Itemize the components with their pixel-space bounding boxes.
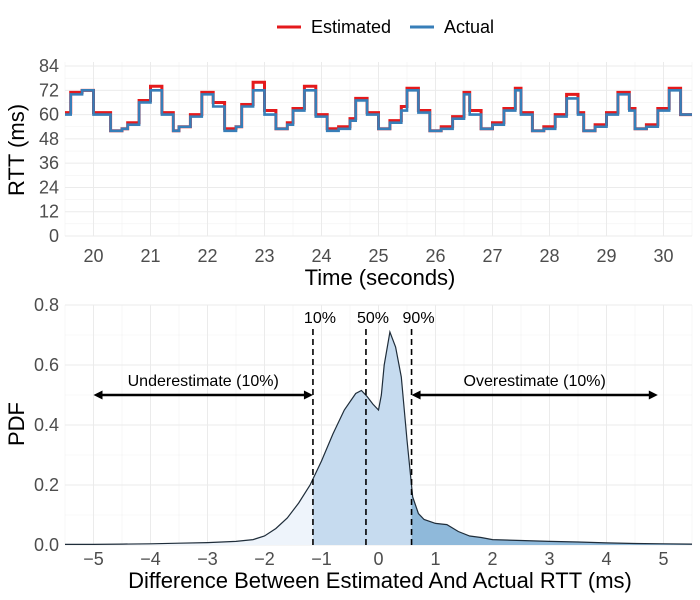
pdf-x-tick-label: −1	[311, 549, 332, 569]
rtt-x-tick-label: 21	[140, 246, 160, 266]
pdf-x-tick-label: −5	[83, 549, 104, 569]
underestimate-annotation-label: Underestimate (10%)	[128, 373, 279, 390]
pdf-x-tick-label: 0	[373, 549, 383, 569]
pdf-y-tick-label: 0.2	[34, 475, 59, 495]
series-actual-line	[65, 89, 692, 133]
pdf-chart-y-title: PDF	[4, 402, 29, 446]
pdf-chart-x-ticks: −5 −4 −3 −2 −1 0 1 2 3 4 5	[83, 549, 668, 569]
legend-actual-label: Actual	[444, 17, 494, 37]
rtt-x-tick-label: 29	[596, 246, 616, 266]
rtt-x-tick-label: 23	[254, 246, 274, 266]
rtt-chart-gridlines	[64, 62, 693, 237]
rtt-y-tick-label: 36	[39, 153, 59, 173]
overestimate-arrow-head-right	[648, 390, 658, 400]
rtt-x-tick-label: 30	[653, 246, 673, 266]
rtt-chart-y-ticks: 0 12 24 36 48 60 72 84	[39, 56, 59, 246]
pdf-x-tick-label: 1	[430, 549, 440, 569]
pdf-upper-tail-region	[411, 485, 692, 545]
pdf-x-tick-label: 4	[601, 549, 611, 569]
underestimate-arrow-head-left	[93, 390, 103, 400]
rtt-y-tick-label: 0	[49, 226, 59, 246]
quantile-50-label: 50%	[357, 310, 389, 327]
legend: Estimated Actual	[277, 17, 494, 37]
pdf-chart-x-title: Difference Between Estimated And Actual …	[128, 568, 632, 593]
rtt-chart-x-title: Time (seconds)	[305, 265, 456, 290]
pdf-chart-fill	[65, 332, 692, 545]
pdf-middle-region	[312, 332, 412, 545]
rtt-y-tick-label: 24	[39, 177, 59, 197]
rtt-x-tick-label: 20	[83, 246, 103, 266]
overestimate-annotation-label: Overestimate (10%)	[464, 373, 606, 390]
pdf-chart-y-ticks: 0.0 0.2 0.4 0.6 0.8	[34, 295, 59, 555]
pdf-x-tick-label: −3	[197, 549, 218, 569]
rtt-x-tick-label: 25	[368, 246, 388, 266]
rtt-y-tick-label: 48	[39, 129, 59, 149]
rtt-x-tick-label: 26	[425, 246, 445, 266]
quantile-90-label: 90%	[403, 310, 435, 327]
pdf-y-tick-label: 0.4	[34, 415, 59, 435]
rtt-y-tick-label: 72	[39, 80, 59, 100]
rtt-y-tick-label: 84	[39, 56, 59, 76]
pdf-x-tick-label: 5	[658, 549, 668, 569]
pdf-lower-tail-region	[65, 479, 313, 545]
pdf-y-tick-label: 0.8	[34, 295, 59, 315]
rtt-x-tick-label: 24	[311, 246, 331, 266]
pdf-density-line	[65, 329, 693, 545]
rtt-chart-series	[65, 80, 692, 133]
overestimate-arrow-head-left	[411, 390, 421, 400]
pdf-y-tick-label: 0.0	[34, 535, 59, 555]
pdf-x-tick-label: −2	[254, 549, 275, 569]
pdf-y-tick-label: 0.6	[34, 355, 59, 375]
rtt-y-tick-label: 12	[39, 202, 59, 222]
quantile-10-label: 10%	[304, 310, 336, 327]
legend-estimated-label: Estimated	[311, 17, 391, 37]
rtt-x-tick-label: 27	[482, 246, 502, 266]
underestimate-arrow-head-right	[303, 390, 313, 400]
pdf-chart-annotations: Underestimate (10%) Overestimate (10%)	[93, 373, 658, 400]
pdf-chart-quantiles: 10% 50% 90%	[304, 310, 435, 545]
pdf-chart-line	[65, 329, 693, 545]
rtt-y-tick-label: 60	[39, 105, 59, 125]
pdf-x-tick-label: −4	[140, 549, 161, 569]
rtt-x-tick-label: 22	[197, 246, 217, 266]
pdf-x-tick-label: 3	[544, 549, 554, 569]
pdf-x-tick-label: 2	[487, 549, 497, 569]
rtt-chart-x-ticks: 20 21 22 23 24 25 26 27 28 29 30	[83, 246, 673, 266]
rtt-x-tick-label: 28	[539, 246, 559, 266]
rtt-chart-y-title: RTT (ms)	[4, 104, 29, 196]
